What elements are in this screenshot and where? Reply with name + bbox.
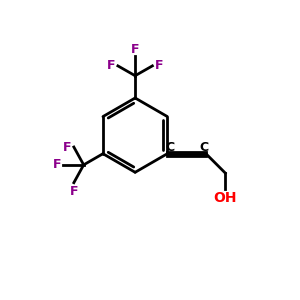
Text: OH: OH [214,191,237,205]
Text: F: F [107,59,116,72]
Text: F: F [52,158,61,171]
Text: C: C [199,141,208,154]
Text: F: F [70,185,78,198]
Text: F: F [63,140,71,154]
Text: F: F [155,59,163,72]
Text: F: F [131,43,140,56]
Text: C: C [165,141,174,154]
